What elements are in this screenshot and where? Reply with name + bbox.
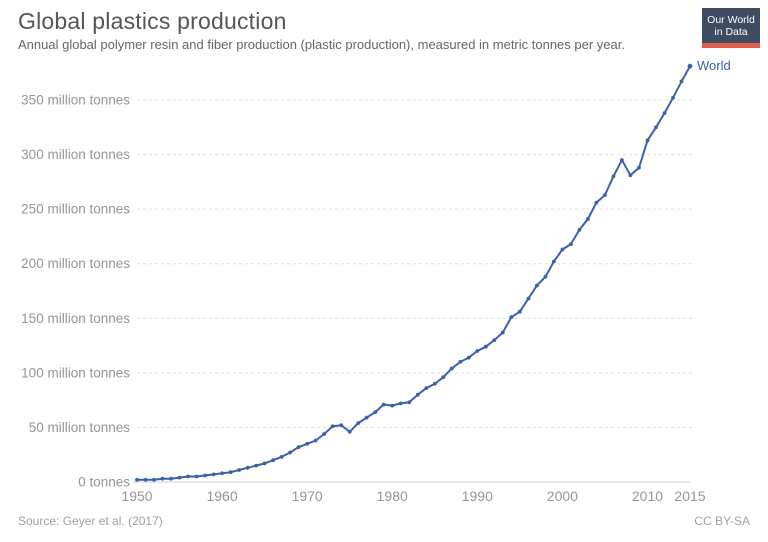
x-tick-label: 1980 <box>377 488 408 504</box>
x-tick-label: 2015 <box>674 488 705 504</box>
x-tick-label: 1960 <box>206 488 237 504</box>
y-tick-label: 250 million tonnes <box>21 202 130 217</box>
data-point[interactable] <box>390 403 395 408</box>
data-point[interactable] <box>322 432 327 436</box>
data-point[interactable] <box>458 360 463 364</box>
data-point[interactable] <box>135 477 139 482</box>
data-point[interactable] <box>245 465 250 470</box>
data-point[interactable] <box>237 468 242 472</box>
data-point[interactable] <box>483 344 488 349</box>
data-point[interactable] <box>186 474 190 479</box>
data-point[interactable] <box>220 471 225 476</box>
data-point[interactable] <box>441 375 446 380</box>
owid-logo[interactable]: Our World in Data <box>702 8 760 48</box>
x-tick-label: 2010 <box>632 488 663 504</box>
data-point[interactable] <box>603 193 607 197</box>
data-point[interactable] <box>569 242 573 247</box>
y-tick-label: 50 million tonnes <box>29 420 131 435</box>
x-tick-label: 1970 <box>292 488 323 504</box>
data-point[interactable] <box>330 424 335 429</box>
data-point[interactable] <box>373 410 378 414</box>
data-point[interactable] <box>398 401 403 406</box>
data-point[interactable] <box>254 463 258 468</box>
data-point[interactable] <box>424 386 429 390</box>
data-point[interactable] <box>211 472 216 477</box>
owid-logo-line2: in Data <box>714 25 748 38</box>
data-point[interactable] <box>347 429 352 434</box>
x-tick-label: 1990 <box>462 488 493 504</box>
data-point[interactable] <box>305 441 310 446</box>
data-point[interactable] <box>160 476 165 481</box>
data-point[interactable] <box>432 381 437 386</box>
data-point[interactable] <box>679 79 684 84</box>
data-point[interactable] <box>535 283 539 288</box>
data-point[interactable] <box>662 111 667 115</box>
data-point[interactable] <box>475 349 480 353</box>
data-point[interactable] <box>637 165 641 170</box>
data-point[interactable] <box>279 455 284 459</box>
data-point[interactable] <box>492 338 497 342</box>
owid-logo-line1: Our World <box>707 13 755 26</box>
data-point[interactable] <box>296 445 301 449</box>
data-point[interactable] <box>645 138 650 143</box>
data-point[interactable] <box>143 477 148 482</box>
source-note: Source: Geyer et al. (2017) <box>18 514 163 528</box>
data-point[interactable] <box>356 421 361 425</box>
data-point[interactable] <box>671 95 675 100</box>
chart-subtitle: Annual global polymer resin and fiber pr… <box>18 37 625 52</box>
page-title: Global plastics production <box>18 8 287 34</box>
data-point[interactable] <box>449 366 454 371</box>
y-tick-label: 0 tonnes <box>78 475 130 490</box>
data-point[interactable] <box>594 200 599 205</box>
data-point[interactable] <box>407 400 412 405</box>
series-end-label: World <box>697 58 731 73</box>
x-tick-label: 2000 <box>547 488 578 504</box>
data-point[interactable] <box>262 461 267 466</box>
data-point[interactable] <box>577 228 582 232</box>
x-tick-label: 1950 <box>121 488 152 504</box>
data-point[interactable] <box>228 470 233 475</box>
data-point[interactable] <box>288 450 292 455</box>
data-point[interactable] <box>203 473 208 478</box>
data-point[interactable] <box>654 125 658 130</box>
data-point[interactable] <box>169 476 173 481</box>
license-link[interactable]: CC BY-SA <box>694 514 750 528</box>
data-point[interactable] <box>552 259 556 264</box>
data-point[interactable] <box>339 423 344 428</box>
data-point[interactable] <box>415 392 420 397</box>
data-point[interactable] <box>586 217 590 221</box>
data-point[interactable] <box>194 474 199 479</box>
y-tick-label: 100 million tonnes <box>21 365 130 380</box>
data-point[interactable] <box>466 355 471 360</box>
series-line[interactable] <box>137 65 691 481</box>
data-point[interactable] <box>526 296 531 301</box>
data-point[interactable] <box>611 174 616 179</box>
data-point[interactable] <box>543 274 548 279</box>
data-point[interactable] <box>628 173 633 178</box>
data-point[interactable] <box>687 63 693 69</box>
data-point[interactable] <box>271 458 275 463</box>
data-point[interactable] <box>177 475 182 480</box>
data-point[interactable] <box>364 415 369 420</box>
data-point[interactable] <box>517 309 522 314</box>
data-point[interactable] <box>152 477 156 482</box>
data-point[interactable] <box>509 315 514 320</box>
y-tick-label: 300 million tonnes <box>21 147 130 162</box>
data-point[interactable] <box>381 402 386 407</box>
y-tick-label: 200 million tonnes <box>21 256 130 271</box>
data-point[interactable] <box>313 438 318 443</box>
data-point[interactable] <box>500 330 505 335</box>
data-point[interactable] <box>620 158 624 162</box>
data-point[interactable] <box>560 247 565 252</box>
y-tick-label: 150 million tonnes <box>21 311 130 326</box>
y-tick-label: 350 million tonnes <box>21 93 130 108</box>
